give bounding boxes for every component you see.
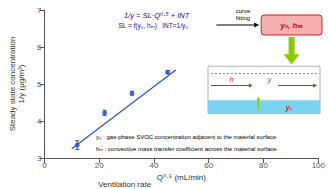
svg-text:y₀: y₀	[285, 104, 293, 112]
svg-text:7: 7	[37, 6, 42, 15]
svg-text:y₀ : gas-phase SVOC concentrat: y₀ : gas-phase SVOC concentration adjace…	[96, 134, 277, 140]
svg-text:curve: curve	[236, 8, 251, 14]
svg-text:60: 60	[204, 161, 213, 170]
svg-text:5: 5	[37, 80, 42, 89]
svg-text:SL = f(y₀, hₘ) INT=1/y₀: SL = f(y₀, hₘ) INT=1/y₀	[118, 22, 188, 30]
svg-text:h: h	[230, 76, 234, 83]
svg-text:6: 6	[37, 43, 42, 52]
svg-text:4: 4	[37, 117, 42, 126]
svg-text:0: 0	[42, 161, 47, 170]
svg-text:1/y = SL·Q⁰·⁵ + INT: 1/y = SL·Q⁰·⁵ + INT	[124, 11, 191, 20]
svg-text:hₘ : convective mass transfer: hₘ : convective mass transfer coefficien…	[96, 146, 277, 152]
svg-text:Steady state concentration: Steady state concentration	[8, 37, 17, 132]
svg-text:Ventilation rate: Ventilation rate	[98, 180, 151, 189]
svg-text:3: 3	[36, 153, 42, 163]
svg-text:100: 100	[312, 161, 326, 170]
svg-text:Q⁰·⁵ (mL/min): Q⁰·⁵ (mL/min)	[157, 173, 207, 182]
svg-text:40: 40	[149, 161, 158, 170]
svg-text:y: y	[267, 76, 272, 84]
svg-text:80: 80	[259, 161, 268, 170]
svg-text:20: 20	[95, 161, 104, 170]
svg-text:1/y (μg/m³): 1/y (μg/m³)	[17, 64, 26, 103]
svg-text:fitting: fitting	[236, 15, 250, 21]
svg-text:y₀, hₘ: y₀, hₘ	[279, 21, 302, 30]
